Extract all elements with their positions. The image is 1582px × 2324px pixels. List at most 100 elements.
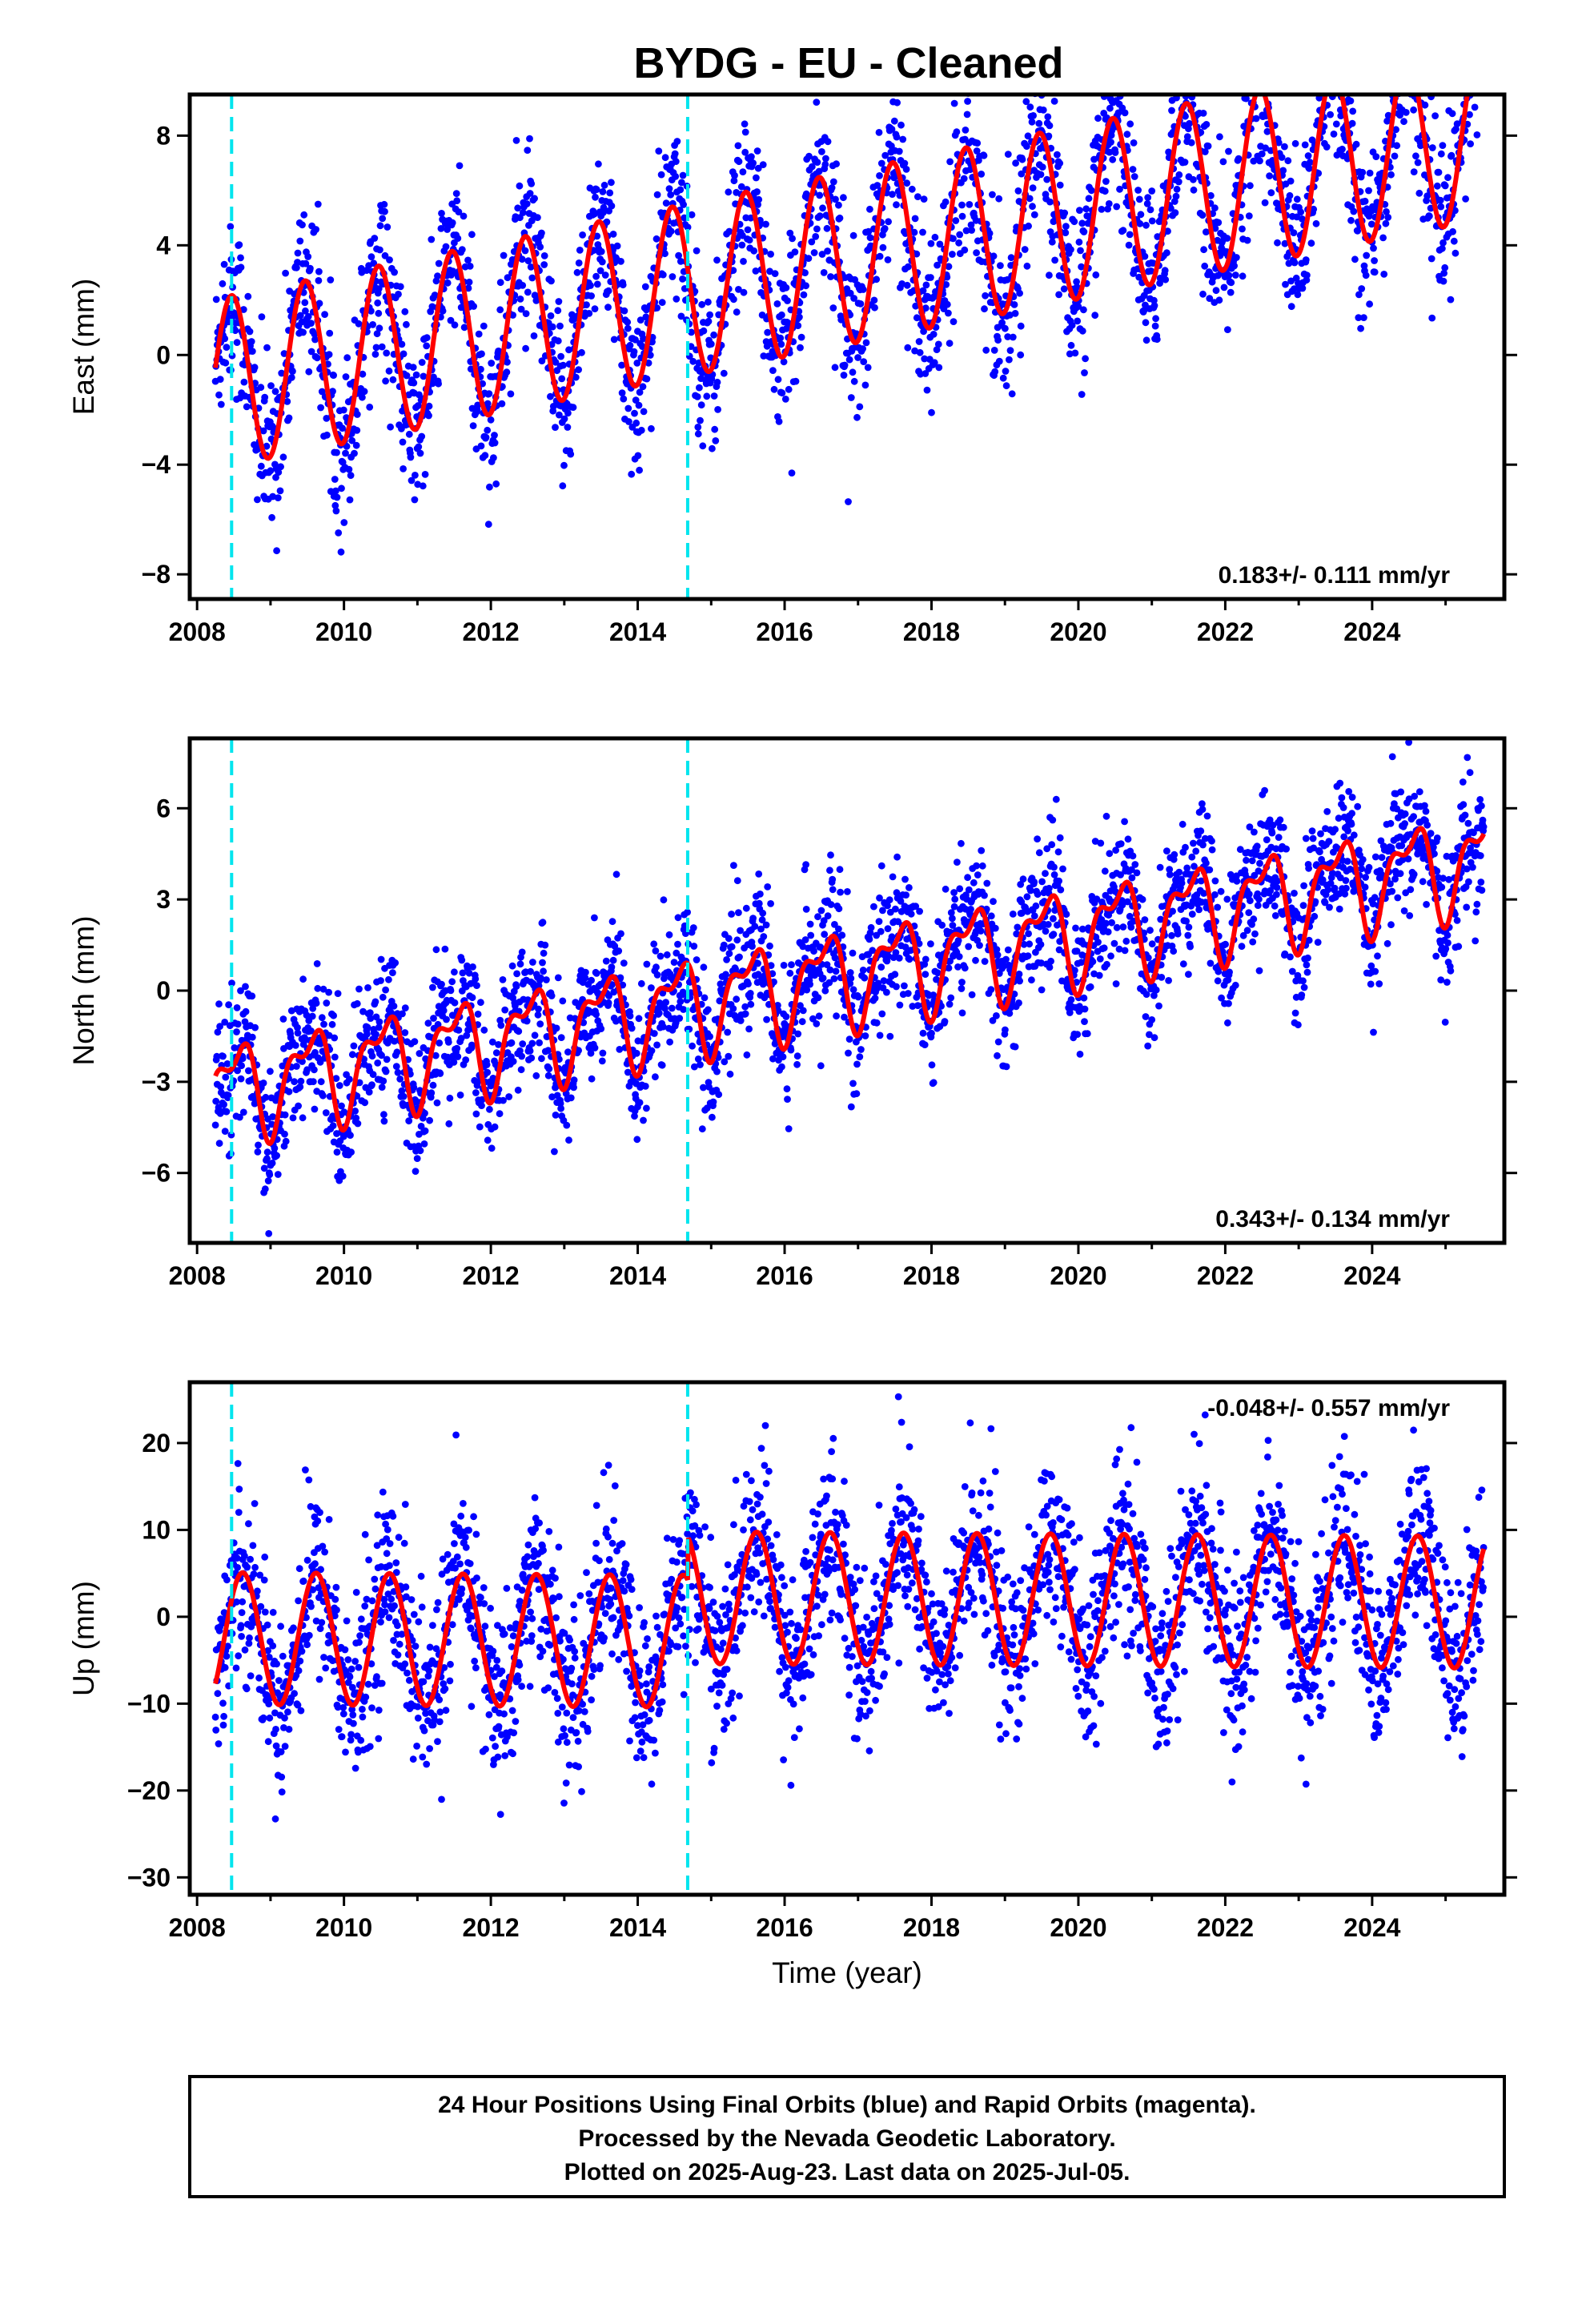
data-point [301,299,309,307]
data-point [861,974,869,982]
data-point [442,243,450,251]
data-point [447,987,455,995]
data-point [1184,79,1191,86]
data-point [364,984,371,991]
data-point [314,984,322,992]
data-point [365,1088,373,1096]
data-point [1409,64,1416,71]
data-point [942,885,950,893]
data-point [942,198,950,206]
data-point [480,1026,488,1034]
data-point [716,997,724,1005]
data-point [1029,203,1036,211]
data-point [470,303,477,310]
data-point [1448,110,1456,118]
data-point [1417,142,1424,150]
data-point [747,1000,755,1008]
data-point [1105,200,1113,207]
data-point [1086,983,1094,991]
data-point [995,357,1003,365]
data-point [1433,182,1441,190]
data-point [1137,211,1145,219]
data-point [1030,912,1038,920]
data-point [375,309,383,317]
data-point [803,986,811,994]
data-point [636,316,644,324]
data-point [754,959,761,967]
data-point [299,328,307,336]
data-point [377,955,385,963]
data-point [492,480,500,488]
data-point [1078,925,1086,933]
data-point [782,283,790,292]
data-point [1337,112,1345,120]
data-point [631,409,638,417]
data-point [454,235,462,242]
data-point [289,1114,297,1122]
data-point [560,415,568,423]
data-point [412,1168,420,1175]
data-point [641,283,649,291]
data-point [921,955,930,963]
data-point [1150,302,1158,309]
data-point [705,1006,712,1014]
data-point [1335,66,1342,73]
data-point [307,264,314,272]
data-point [465,278,473,286]
data-point [472,1089,480,1096]
data-point [1466,34,1473,42]
data-point [1268,85,1275,92]
data-point [949,251,956,258]
data-point [934,261,941,269]
data-point [1061,209,1069,217]
data-point [267,382,275,389]
data-point [635,401,643,409]
data-point [700,963,708,971]
data-point [335,529,343,537]
data-point [1081,369,1088,376]
data-point [547,312,555,320]
data-point [264,1177,272,1184]
data-point [840,372,848,379]
data-point [956,231,964,239]
data-point [755,195,763,203]
data-point [1243,236,1251,244]
data-point [1097,78,1104,86]
data-point [393,1048,401,1056]
data-point [544,1072,552,1080]
data-point [1037,171,1045,179]
data-point [269,493,277,501]
data-point [928,1061,936,1069]
data-point [745,980,752,987]
data-point [720,941,728,949]
data-point [757,891,764,898]
data-point [366,1009,374,1016]
data-point [219,1052,227,1060]
data-point [733,936,741,944]
data-point [735,158,743,166]
data-point [916,348,924,356]
data-point [1044,113,1052,121]
data-point [254,496,261,504]
data-point [723,956,730,963]
data-point [212,1097,220,1105]
data-point [606,189,614,197]
data-point [1167,204,1174,212]
data-point [420,1140,428,1148]
data-point [710,392,718,400]
data-point [482,433,490,441]
data-point [539,959,546,967]
data-point [1287,177,1295,185]
data-point [1249,40,1256,47]
data-point [416,391,423,399]
data-point [799,943,807,951]
data-point [903,179,911,187]
data-point [1017,881,1025,888]
data-point [381,207,388,215]
data-point [869,947,877,955]
data-point [814,913,821,921]
data-point [767,251,774,258]
data-point [497,1022,505,1029]
data-point [540,967,547,975]
data-point [333,1148,341,1156]
